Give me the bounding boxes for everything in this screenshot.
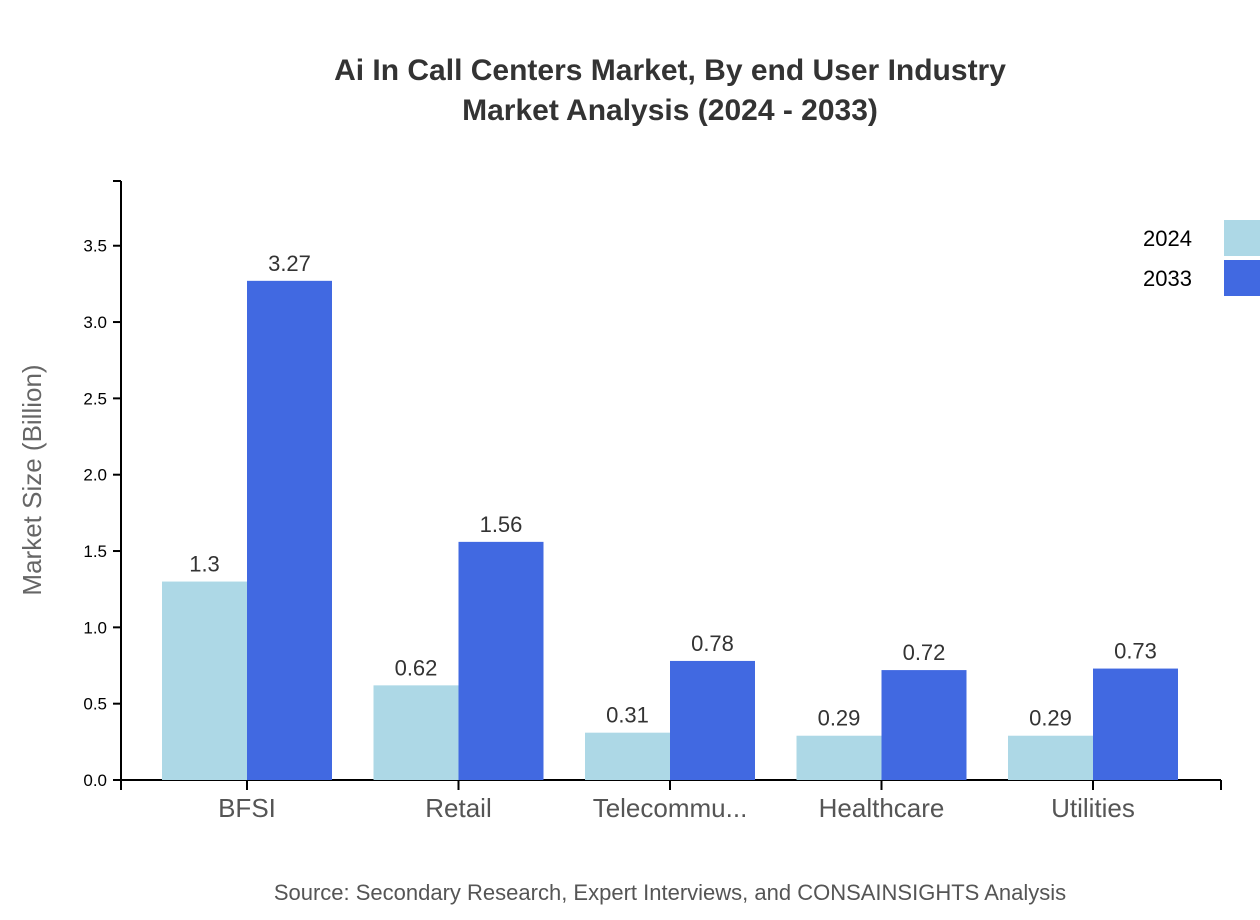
- y-tick-label: 0.5: [83, 695, 107, 714]
- y-tick-label: 1.0: [83, 618, 107, 637]
- bar-2024: [1008, 735, 1093, 780]
- y-tick-label: 2.5: [83, 389, 107, 408]
- y-tick-label: 3.0: [83, 313, 107, 332]
- source-note: Source: Secondary Research, Expert Inter…: [274, 880, 1066, 905]
- x-tick-label: Utilities: [1051, 793, 1135, 823]
- bar-2033: [1093, 668, 1178, 780]
- y-axis-label: Market Size (Billion): [17, 364, 47, 595]
- data-label: 1.56: [480, 512, 523, 537]
- y-tick-label: 1.5: [83, 542, 107, 561]
- data-label: 0.29: [818, 706, 861, 731]
- bar-2024: [585, 732, 670, 780]
- y-tick-label: 2.0: [83, 466, 107, 485]
- bar-2024: [373, 685, 459, 780]
- bar-2033: [458, 541, 544, 780]
- data-label: 0.73: [1114, 639, 1157, 664]
- x-tick-label: Telecommu...: [593, 793, 748, 823]
- plot-area: 0.0 0.5 1.0 1.5 2.0 2.5 3.0 3.5 BFSI 1.3 3.27 Retai…: [83, 180, 1260, 823]
- data-label: 0.78: [691, 631, 734, 656]
- data-label: 0.29: [1029, 706, 1072, 731]
- bar-2033: [881, 670, 967, 780]
- data-label: 0.72: [903, 640, 946, 665]
- chart-title: Ai In Call Centers Market, By end User I…: [334, 54, 1006, 87]
- x-tick-label: Healthcare: [819, 793, 945, 823]
- legend-label: 2033: [1143, 266, 1192, 291]
- chart-subtitle: Market Analysis (2024 - 2033): [462, 94, 878, 127]
- data-label: 1.3: [189, 552, 220, 577]
- legend-label: 2024: [1143, 226, 1192, 251]
- x-tick-label: BFSI: [218, 793, 276, 823]
- bar-2033: [670, 660, 755, 780]
- y-tick-label: 0.0: [83, 771, 107, 790]
- data-label: 3.27: [268, 251, 311, 276]
- bar-2024: [162, 581, 247, 780]
- bar-2033: [247, 280, 332, 780]
- bar-2024: [796, 735, 882, 780]
- legend-swatch: [1224, 260, 1260, 296]
- y-tick-label: 3.5: [83, 237, 107, 256]
- data-label: 0.62: [395, 655, 438, 680]
- x-tick-label: Retail: [425, 793, 491, 823]
- data-label: 0.31: [606, 703, 649, 728]
- legend-swatch: [1224, 220, 1260, 256]
